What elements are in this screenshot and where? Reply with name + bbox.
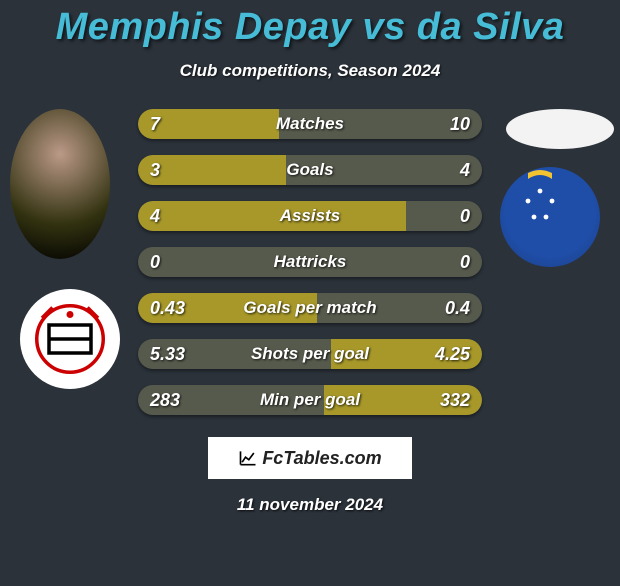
right-team-badge [500,167,600,267]
stat-row: 3Goals4 [138,155,482,185]
value-right: 4.25 [435,339,470,369]
corinthians-crest-icon [35,304,105,374]
left-player-avatar [10,109,110,259]
metric-label: Matches [138,109,482,139]
metric-label: Assists [138,201,482,231]
metric-label: Goals per match [138,293,482,323]
value-right: 4 [460,155,470,185]
value-right: 0 [460,247,470,277]
metric-label: Hattricks [138,247,482,277]
stat-row: 283Min per goal332 [138,385,482,415]
comparison-bars: 7Matches103Goals44Assists00Hattricks00.4… [138,109,482,431]
value-right: 332 [440,385,470,415]
metric-label: Goals [138,155,482,185]
page-title: Memphis Depay vs da Silva [0,6,620,49]
value-right: 10 [450,109,470,139]
stat-row: 4Assists0 [138,201,482,231]
brand-box: FcTables.com [208,437,412,479]
stat-row: 5.33Shots per goal4.25 [138,339,482,369]
left-team-badge [20,289,120,389]
right-player-avatar [506,109,614,149]
stat-row: 7Matches10 [138,109,482,139]
cruzeiro-crest-icon [500,167,580,247]
chart-icon [238,448,258,468]
value-right: 0.4 [445,293,470,323]
brand-label: FcTables.com [262,448,381,469]
stat-row: 0Hattricks0 [138,247,482,277]
metric-label: Min per goal [138,385,482,415]
stat-row: 0.43Goals per match0.4 [138,293,482,323]
value-right: 0 [460,201,470,231]
date-label: 11 november 2024 [0,495,620,515]
page-subtitle: Club competitions, Season 2024 [0,61,620,81]
metric-label: Shots per goal [138,339,482,369]
